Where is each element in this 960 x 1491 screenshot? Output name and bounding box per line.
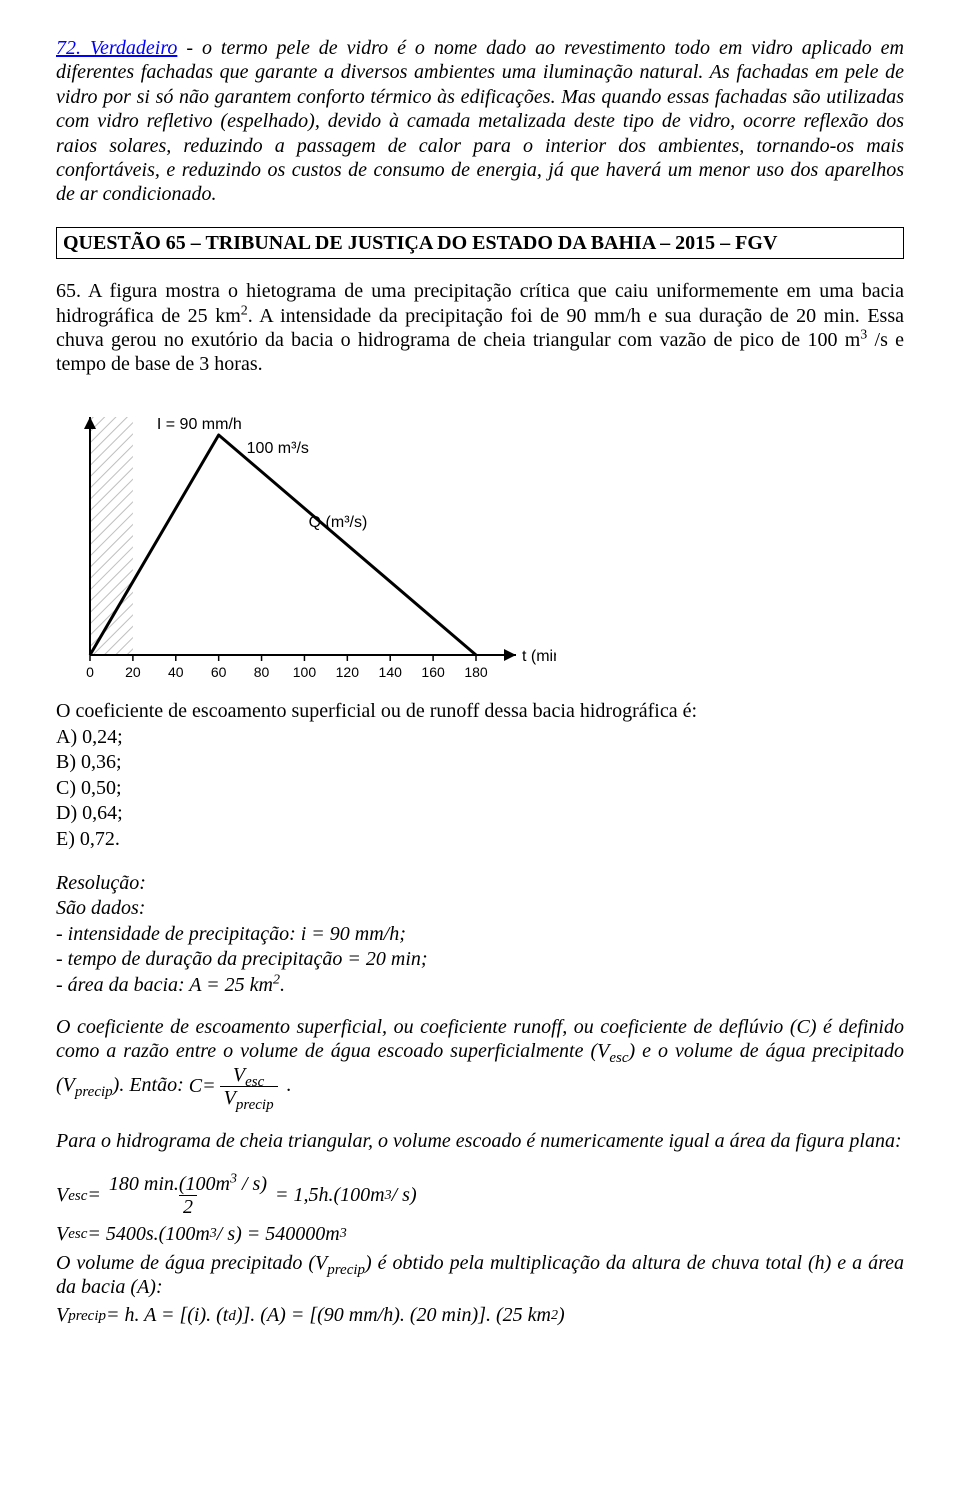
svg-text:80: 80 — [254, 664, 270, 680]
answer-a: A) 0,24; — [56, 725, 904, 749]
vprecip-eq-b: = h. A = [(i). (t — [106, 1303, 228, 1327]
svg-text:40: 40 — [168, 664, 184, 680]
vesc-v: V — [56, 1183, 68, 1207]
svg-text:60: 60 — [211, 664, 227, 680]
question-65-text: 65. A figura mostra o hietograma de uma … — [56, 279, 904, 377]
vprecip-text-a: O volume de água precipitado (V — [56, 1252, 327, 1274]
svg-text:t (min): t (min) — [522, 648, 556, 665]
resolution-given: São dados: — [56, 896, 904, 920]
resolution-block: Resolução: São dados: - intensidade de p… — [56, 871, 904, 997]
svg-text:140: 140 — [379, 664, 403, 680]
c-den-sub: precip — [236, 1097, 274, 1113]
vesc-fraction: 180 min.(100m3 / s) 2 — [105, 1173, 271, 1218]
equals-sign: = — [87, 1183, 101, 1207]
vesc2-c: m — [195, 1222, 209, 1246]
resolution-time: - tempo de duração da precipitação = 20 … — [56, 947, 904, 971]
answer-list: A) 0,24; B) 0,36; C) 0,50; D) 0,64; E) 0… — [56, 725, 904, 851]
answer-b: B) 0,36; — [56, 750, 904, 774]
question-65-header: QUESTÃO 65 – TRIBUNAL DE JUSTIÇA DO ESTA… — [56, 227, 904, 259]
vesc-rhs-b: h.(100 — [319, 1183, 371, 1207]
para72-rest: - o termo pele de vidro é o nome dado ao… — [56, 37, 904, 205]
paragraph-72: 72. Verdadeiro - o termo pele de vidro é… — [56, 36, 904, 207]
subscript-precip: precip — [327, 1262, 365, 1278]
c-den-v: V — [224, 1087, 236, 1109]
vprecip-v: V — [56, 1303, 68, 1327]
coef-text-c: ). Então: — [113, 1074, 189, 1096]
answer-d: D) 0,64; — [56, 801, 904, 825]
equals-sign: = — [202, 1074, 216, 1098]
svg-text:160: 160 — [421, 664, 445, 680]
vesc2-d: / s) = 540000 — [217, 1222, 326, 1246]
vesc2-a: = 5400 — [87, 1222, 146, 1246]
superscript-3: 3 — [230, 1172, 237, 1187]
subscript-precip: precip — [75, 1084, 113, 1100]
vesc-formula-2: Vesc = 5400s.(100m3 / s) = 540000m3 — [56, 1222, 904, 1246]
vprecip-eq-d: ) — [558, 1303, 565, 1327]
vesc-formula-1: Vesc = 180 min.(100m3 / s) 2 = 1,5h.(100… — [56, 1173, 904, 1218]
svg-text:20: 20 — [125, 664, 141, 680]
runoff-question: O coeficiente de escoamento superficial … — [56, 699, 904, 723]
vesc-rhs-c: m — [370, 1183, 384, 1207]
vesc-num-a: 180 min.(100 — [109, 1173, 216, 1195]
c-fraction: Vesc Vprecip — [220, 1064, 278, 1109]
resolution-title: Resolução: — [56, 871, 904, 895]
answer-e: E) 0,72. — [56, 827, 904, 851]
resolution-area: - área da bacia: A = 25 km2. — [56, 973, 904, 997]
superscript-2: 2 — [273, 972, 280, 987]
vesc-v: V — [56, 1222, 68, 1246]
hydrograph-chart: 0 20 40 60 80 100 120 140 160 180 I = 90 mm/h 100 m… — [56, 397, 904, 697]
para72-lead: 72. Verdadeiro — [56, 37, 177, 59]
svg-text:Q (m³/s): Q (m³/s) — [309, 514, 368, 531]
hydrograph-svg: 0 20 40 60 80 100 120 140 160 180 I = 90 mm/h 100 m… — [56, 397, 556, 697]
vesc-den: 2 — [179, 1195, 197, 1218]
c-num-v: V — [233, 1064, 245, 1086]
svg-text:I = 90 mm/h: I = 90 mm/h — [157, 416, 242, 433]
period: . — [287, 1074, 292, 1096]
vprecip-formula: Vprecip = h. A = [(i). (td)]. (A) = [(90… — [56, 1303, 904, 1327]
hydrograph-area-paragraph: Para o hidrograma de cheia triangular, o… — [56, 1129, 904, 1153]
vprecip-eq-c: )]. (A) = [(90 mm/h). (20 min)]. (25 km — [236, 1303, 551, 1327]
res-area-post: . — [280, 974, 285, 996]
svg-text:180: 180 — [464, 664, 488, 680]
resolution-intensity: - intensidade de precipitação: i = 90 mm… — [56, 922, 904, 946]
coefficient-paragraph: O coeficiente de escoamento superficial,… — [56, 1015, 904, 1109]
vesc-num-b: m — [216, 1173, 230, 1195]
vprecip-paragraph: O volume de água precipitado (Vprecip) é… — [56, 1251, 904, 1300]
vesc2-b: s.(100 — [146, 1222, 195, 1246]
res-area-pre: - área da bacia: A = 25 km — [56, 974, 273, 996]
c-lhs: C — [189, 1074, 202, 1098]
vesc2-e: m — [325, 1222, 339, 1246]
svg-text:100 m³/s: 100 m³/s — [247, 440, 309, 457]
answer-c: C) 0,50; — [56, 776, 904, 800]
superscript-2: 2 — [241, 303, 248, 318]
vesc-rhs-d: / s) — [392, 1183, 417, 1207]
subscript-esc: esc — [609, 1050, 628, 1066]
vesc-rhs-a: = 1,5 — [275, 1183, 319, 1207]
svg-text:120: 120 — [336, 664, 360, 680]
svg-text:100: 100 — [293, 664, 317, 680]
vesc-num-c: / s) — [237, 1173, 267, 1195]
svg-text:0: 0 — [86, 664, 94, 680]
